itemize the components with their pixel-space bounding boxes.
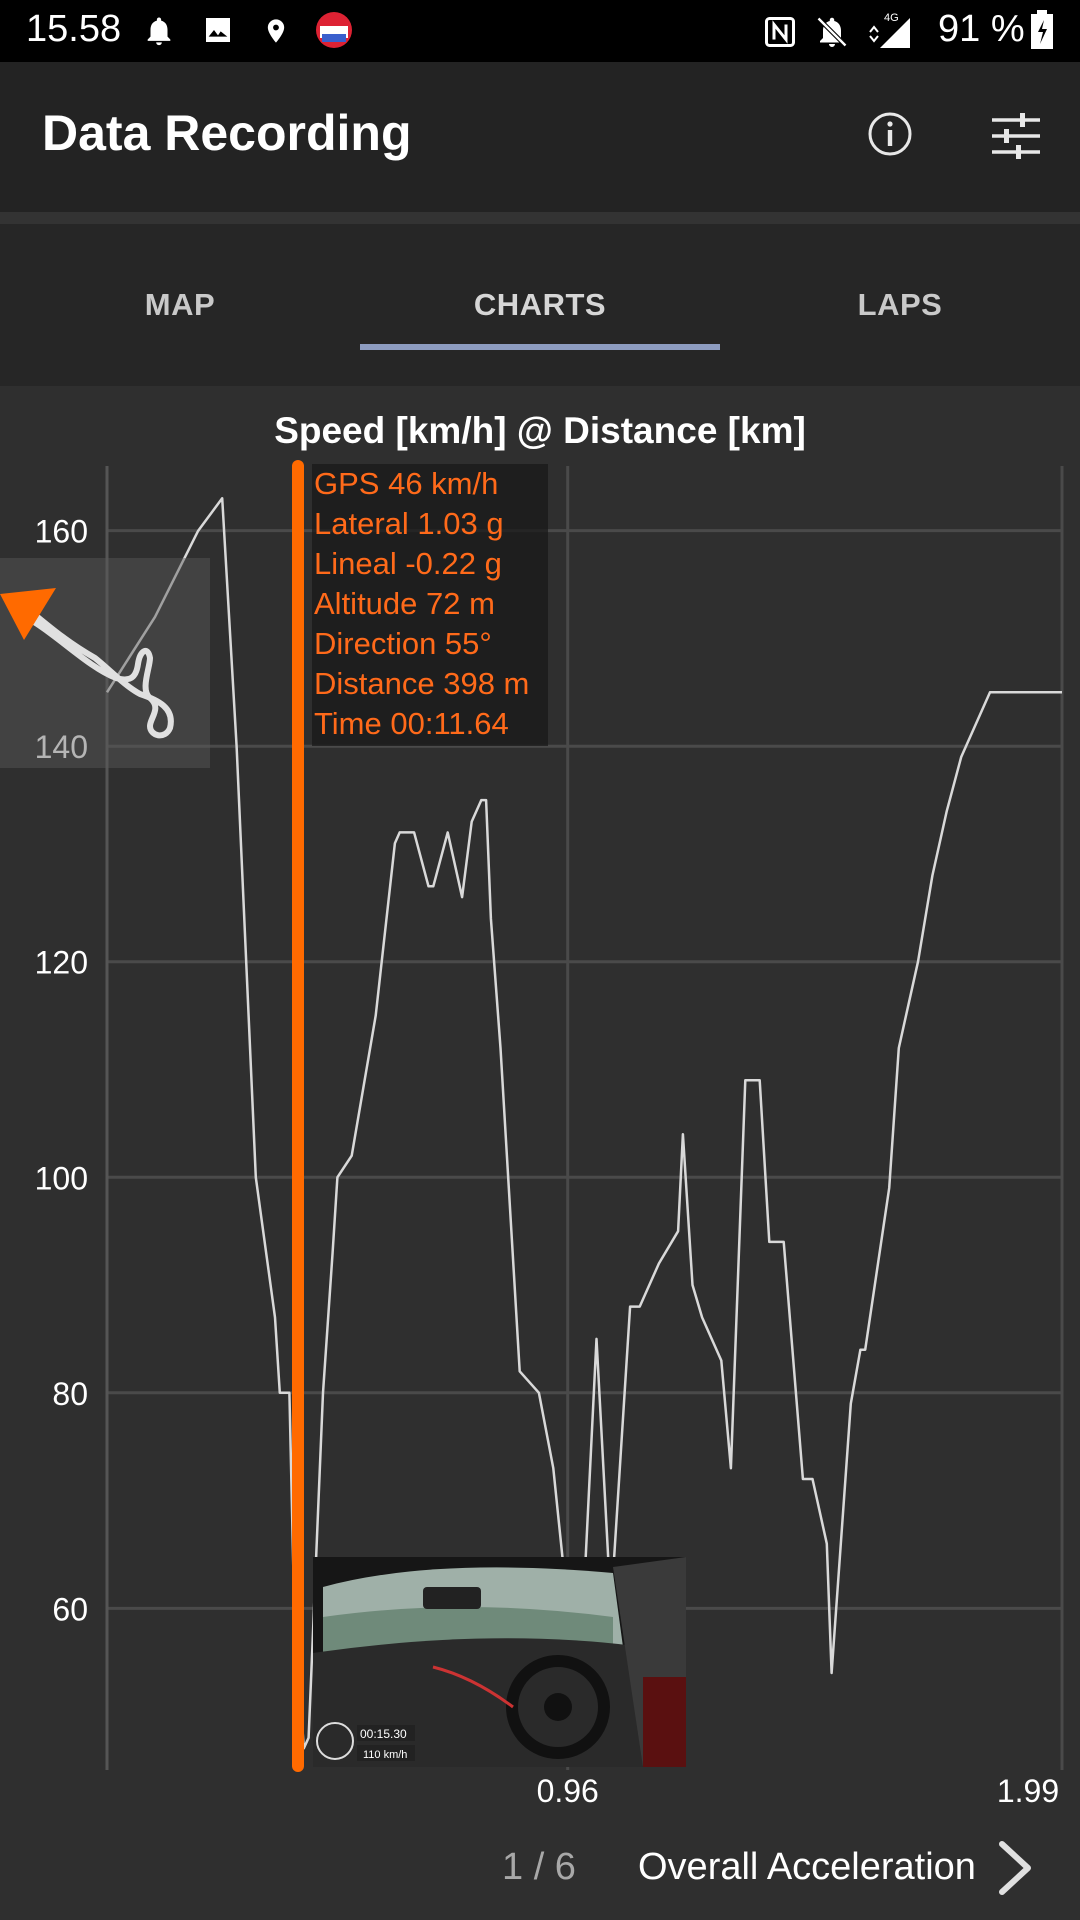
info-icon[interactable]: [866, 110, 914, 158]
readout-lineal: Lineal -0.22 g: [314, 546, 502, 581]
position-arrow-icon: [0, 588, 56, 640]
page-title: Data Recording: [42, 105, 412, 161]
app-badge-icon: [316, 12, 352, 48]
tab-laps[interactable]: LAPS: [857, 287, 943, 322]
nfc-icon: [765, 17, 795, 47]
status-time: 15.58: [26, 8, 122, 50]
chart-cursor[interactable]: [292, 460, 304, 1772]
appbar-divider: [0, 212, 1080, 224]
tab-map[interactable]: MAP: [144, 287, 216, 322]
y-tick-label: 120: [35, 945, 88, 981]
app-bar: Data Recording: [0, 62, 1080, 212]
mute-icon: [816, 16, 848, 48]
video-thumbnail[interactable]: 00:15.30 110 km/h: [313, 1557, 686, 1767]
video-speed: 110 km/h: [363, 1749, 407, 1761]
x-tick-label: 1.99: [997, 1773, 1059, 1809]
next-chart-label[interactable]: Overall Acceleration: [638, 1846, 976, 1888]
battery-percent: 91 %: [938, 8, 1025, 50]
network-type: 4G: [884, 12, 899, 24]
location-icon: [267, 19, 285, 43]
track-outline-icon: [0, 588, 174, 739]
readout-distance: Distance 398 m: [314, 666, 530, 701]
y-tick-label: 160: [35, 514, 88, 550]
readout-direction: Direction 55°: [314, 626, 492, 661]
readout-time: Time 00:11.64: [314, 706, 509, 741]
video-time: 00:15.30: [360, 1727, 407, 1741]
chart-title: Speed [km/h] @ Distance [km]: [274, 410, 806, 451]
x-tick-label: 0.96: [537, 1773, 599, 1809]
signal-icon: 4G: [869, 12, 910, 48]
bell-icon: [147, 17, 171, 46]
readout-lateral: Lateral 1.03 g: [314, 506, 504, 541]
battery-icon: [1031, 10, 1053, 49]
readout-gps-speed: GPS 46 km/h: [314, 466, 499, 501]
tab-charts[interactable]: CHARTS: [473, 287, 607, 322]
y-tick-label: 80: [52, 1376, 88, 1412]
y-tick-label: 100: [35, 1160, 88, 1196]
status-bar: 15.58 4G 91 %: [0, 0, 1080, 62]
rear-mirror: [423, 1587, 481, 1609]
settings-sliders-icon[interactable]: [990, 110, 1042, 162]
chart-pager-position: 1 / 6: [502, 1846, 576, 1888]
y-tick-label: 140: [35, 729, 88, 765]
track-minimap[interactable]: [0, 558, 210, 768]
chevron-right-icon[interactable]: [990, 1838, 1040, 1898]
active-tab-indicator: [360, 344, 720, 350]
tab-bar: MAP CHARTS LAPS: [0, 224, 1080, 386]
image-icon: [206, 18, 230, 42]
cursor-readout-panel: [312, 464, 548, 746]
y-tick-label: 60: [52, 1591, 88, 1627]
readout-altitude: Altitude 72 m: [314, 586, 495, 621]
